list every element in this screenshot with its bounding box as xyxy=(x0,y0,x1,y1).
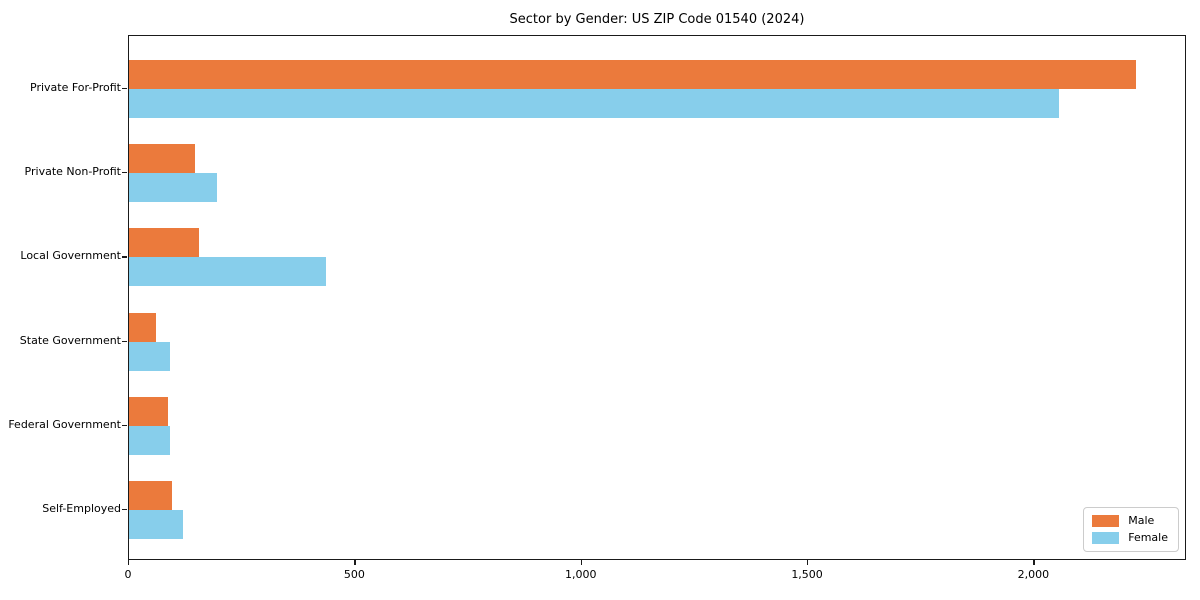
bar-female-1 xyxy=(129,173,218,203)
x-tick-label-3: 1,500 xyxy=(791,568,823,581)
y-tick-label-5: Self-Employed xyxy=(42,502,121,515)
y-tick-mark xyxy=(122,88,127,90)
chart-title: Sector by Gender: US ZIP Code 01540 (202… xyxy=(509,12,805,27)
x-tick-label-1: 500 xyxy=(343,568,365,581)
legend-label-female: Female xyxy=(1128,531,1168,544)
bar-male-1 xyxy=(129,144,195,174)
y-tick-mark xyxy=(122,424,127,426)
bar-female-2 xyxy=(129,257,326,287)
plot-area: Male Female xyxy=(128,35,1186,560)
x-tick-label-2: 1,000 xyxy=(564,568,597,581)
x-tick-mark xyxy=(807,560,809,565)
y-tick-mark xyxy=(122,172,127,174)
x-tick-label-4: 2,000 xyxy=(1017,568,1050,581)
bar-male-0 xyxy=(129,60,1137,89)
male-color-swatch xyxy=(1092,515,1120,527)
legend-item-male: Male xyxy=(1092,515,1168,527)
bar-male-3 xyxy=(129,312,157,342)
y-tick-label-3: State Government xyxy=(19,333,121,347)
y-tick-label-0: Private For-Profit xyxy=(30,81,121,94)
y-tick-label-4: Federal Government xyxy=(8,417,121,431)
bar-female-0 xyxy=(129,89,1060,118)
bar-female-4 xyxy=(129,425,170,455)
bar-male-2 xyxy=(129,228,200,258)
y-tick-label-1: Private Non-Profit xyxy=(24,165,121,179)
bar-female-3 xyxy=(129,341,170,371)
legend-label-male: Male xyxy=(1128,514,1155,527)
y-tick-mark xyxy=(122,256,127,258)
x-tick-mark xyxy=(1033,560,1035,565)
female-color-swatch xyxy=(1092,532,1120,544)
bar-female-5 xyxy=(129,510,184,539)
x-tick-mark xyxy=(580,560,582,565)
y-tick-mark xyxy=(122,340,127,342)
legend-item-female: Female xyxy=(1092,532,1168,544)
x-tick-mark xyxy=(354,560,356,565)
bar-male-5 xyxy=(129,481,172,510)
x-tick-mark xyxy=(128,560,130,565)
legend: Male Female xyxy=(1083,507,1179,552)
y-tick-label-2: Local Government xyxy=(20,249,121,263)
bar-male-4 xyxy=(129,396,168,426)
y-tick-mark xyxy=(122,509,127,511)
x-tick-label-0: 0 xyxy=(124,568,132,581)
